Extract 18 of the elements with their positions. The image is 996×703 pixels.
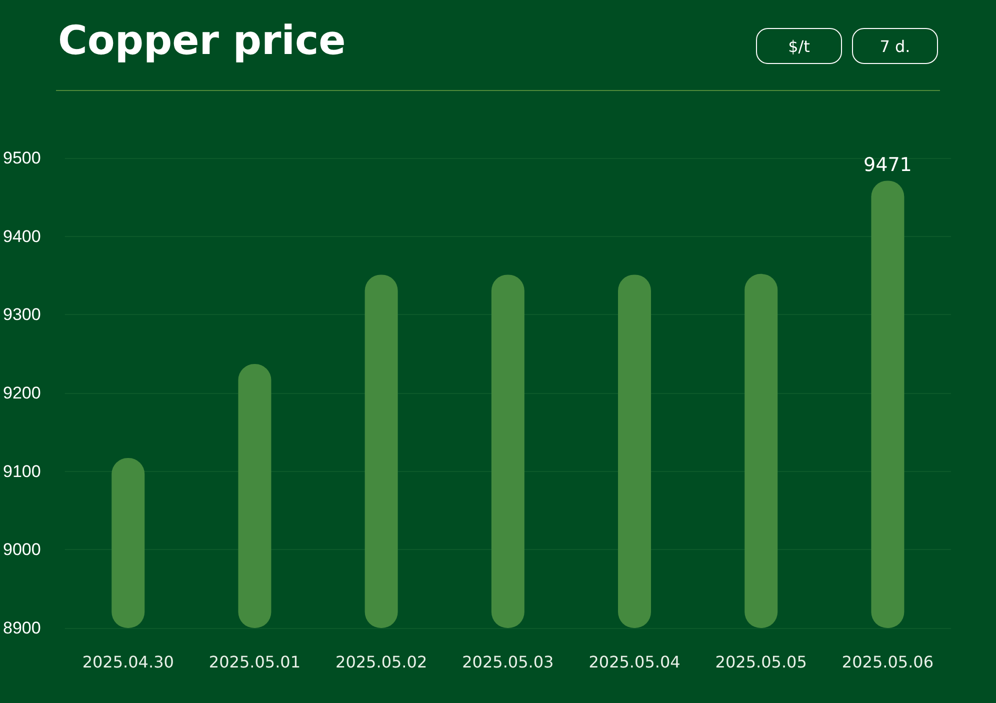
y-tick-label: 9100 (2, 462, 41, 481)
x-tick-label: 2025.05.05 (715, 652, 807, 672)
y-tick-label: 9500 (2, 148, 41, 168)
option-button: $/t (756, 28, 842, 64)
chart-title: Copper price (58, 18, 346, 64)
x-tick-label: 2025.04.30 (82, 652, 174, 672)
x-tick-label: 2025.05.03 (462, 652, 554, 672)
y-tick-label: 9000 (2, 540, 41, 560)
x-tick-label: 2025.05.02 (336, 652, 428, 672)
y-tick-label: 9300 (2, 305, 41, 324)
y-tick-label: 9400 (2, 226, 41, 246)
data-label: 9471 (864, 154, 912, 176)
option-button: 7 d. (852, 28, 938, 64)
x-tick-label: 2025.05.04 (588, 652, 680, 672)
y-tick-label: 8900 (2, 618, 41, 638)
y-tick-label: 9200 (2, 384, 41, 402)
x-tick-label: 2025.05.01 (208, 652, 301, 672)
x-tick-label: 2025.05.06 (842, 652, 934, 672)
